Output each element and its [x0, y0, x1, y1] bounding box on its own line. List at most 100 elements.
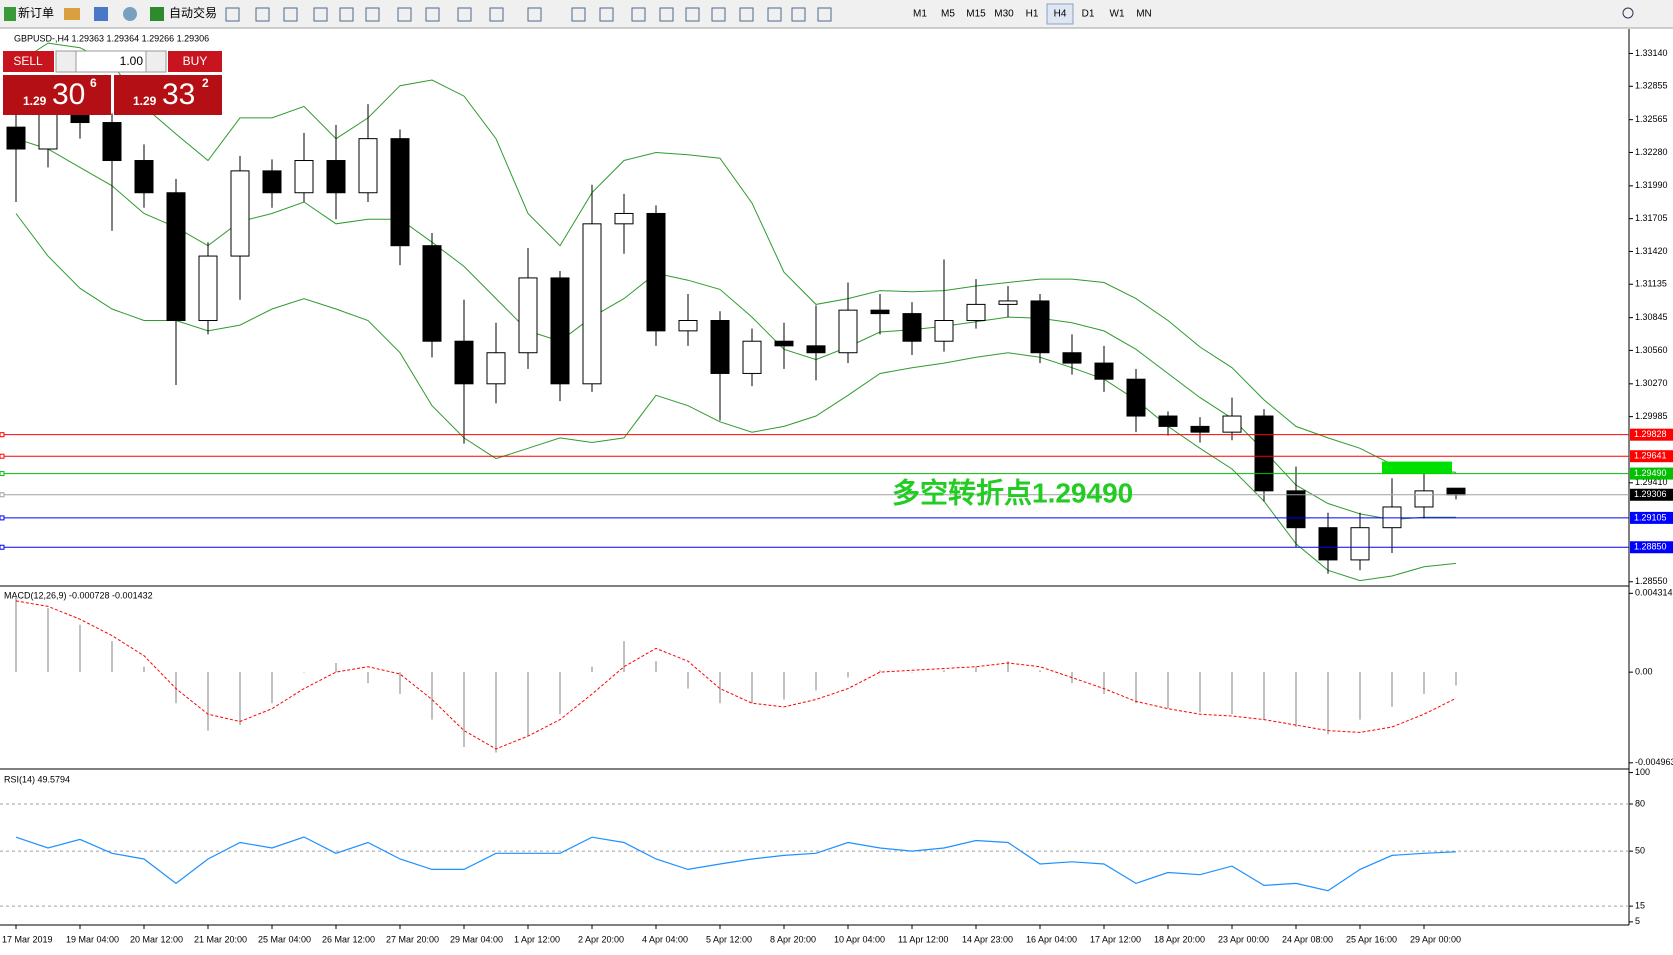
tool-icon[interactable] — [425, 7, 440, 22]
lot-value[interactable]: 1.00 — [120, 54, 144, 68]
tool-icon[interactable] — [685, 7, 700, 22]
sell-button[interactable] — [3, 51, 54, 72]
period-button[interactable]: M15 — [966, 9, 986, 20]
level-label: 1.29105 — [1634, 512, 1667, 522]
new-order-button[interactable]: 新订单 — [18, 5, 54, 20]
tool-icon[interactable] — [489, 7, 504, 22]
candle-body — [1254, 415, 1274, 492]
x-tick-label: 19 Mar 04:00 — [66, 934, 119, 944]
macd-bar — [1199, 672, 1201, 713]
lot-up[interactable] — [145, 50, 167, 73]
x-tick-label: 26 Mar 12:00 — [322, 934, 375, 944]
tool-icon[interactable] — [571, 7, 586, 22]
period-button[interactable]: M1 — [913, 9, 927, 20]
x-tick-label: 29 Mar 04:00 — [450, 934, 503, 944]
macd-bar — [175, 672, 177, 704]
candle-body — [1318, 527, 1338, 561]
period-button[interactable]: D1 — [1082, 9, 1095, 20]
new-order-icon[interactable] — [4, 7, 16, 21]
sell-label[interactable]: SELL — [13, 54, 43, 68]
level-handle[interactable] — [0, 432, 5, 438]
x-tick-label: 17 Mar 2019 — [2, 934, 53, 944]
annotation: 多空转折点1.29490 — [892, 476, 1133, 508]
period-button[interactable]: W1 — [1110, 9, 1125, 20]
x-tick-label: 1 Apr 12:00 — [514, 934, 560, 944]
macd-bar — [79, 624, 81, 673]
macd-bar — [1423, 672, 1425, 695]
period-button[interactable]: M30 — [994, 9, 1014, 20]
period-button[interactable]: MN — [1136, 9, 1152, 20]
bid-fraction: 6 — [90, 76, 97, 90]
level-handle[interactable] — [0, 471, 5, 477]
candle-body — [1190, 425, 1210, 433]
macd-bar — [847, 672, 849, 678]
tool-icon[interactable] — [397, 7, 412, 22]
macd-bar — [911, 672, 913, 673]
level-handle[interactable] — [0, 453, 5, 459]
level-label: 1.29828 — [1634, 429, 1667, 439]
x-tick-label: 5 Apr 12:00 — [706, 934, 752, 944]
macd-bar — [559, 672, 561, 715]
autotrade-button[interactable]: 自动交易 — [169, 5, 217, 20]
buy-button[interactable] — [168, 51, 222, 72]
candle-body — [710, 320, 730, 374]
period-button[interactable]: M5 — [941, 9, 955, 20]
tool-icon[interactable] — [631, 7, 646, 22]
macd-bar — [879, 670, 881, 673]
search-icon[interactable] — [1622, 7, 1634, 19]
period-active — [1046, 3, 1074, 25]
tool-icon[interactable] — [711, 7, 726, 22]
period-button[interactable]: H4 — [1054, 9, 1067, 20]
tool-icon[interactable] — [527, 7, 542, 22]
icon[interactable] — [64, 8, 80, 20]
level-handle[interactable] — [0, 515, 5, 521]
tool-icon[interactable] — [599, 7, 614, 22]
level-handle[interactable] — [0, 492, 5, 498]
macd-bar — [751, 672, 753, 704]
period-button[interactable]: H1 — [1026, 9, 1039, 20]
tool-icon[interactable] — [339, 7, 354, 22]
tool-icon[interactable] — [659, 7, 674, 22]
level-label: 1.29490 — [1634, 468, 1667, 478]
lot-down[interactable] — [55, 50, 77, 73]
tool-icon[interactable] — [817, 7, 832, 22]
tool-icon[interactable] — [739, 7, 754, 22]
macd-bar — [495, 672, 497, 753]
tool-icon[interactable] — [767, 7, 782, 22]
icon[interactable] — [94, 7, 108, 21]
candle-body — [678, 320, 698, 332]
ask-box[interactable] — [114, 75, 222, 115]
x-tick-label: 18 Apr 20:00 — [1154, 934, 1205, 944]
tool-icon[interactable] — [313, 7, 328, 22]
candle-body — [742, 340, 762, 374]
level-handle[interactable] — [0, 544, 5, 550]
icon[interactable] — [123, 7, 137, 21]
tool-icon[interactable] — [457, 7, 472, 22]
bid-box[interactable] — [3, 75, 111, 115]
tool-icon[interactable] — [791, 7, 806, 22]
y-tick-label: 1.28550 — [1635, 576, 1668, 586]
x-tick-label: 25 Apr 16:00 — [1346, 934, 1397, 944]
macd-bar — [815, 672, 817, 691]
y-tick-label: 1.31990 — [1635, 180, 1668, 190]
macd-bar — [1391, 672, 1393, 707]
candle-body — [294, 160, 314, 194]
x-tick-label: 27 Mar 20:00 — [386, 934, 439, 944]
tool-icon[interactable] — [283, 7, 298, 22]
tool-icon[interactable] — [365, 7, 380, 22]
level-label-box — [1630, 450, 1673, 463]
level-label-box — [1630, 488, 1673, 501]
y-tick-label: 0.00 — [1635, 667, 1653, 677]
y-tick-label: 1.31420 — [1635, 246, 1668, 256]
autotrade-icon[interactable] — [150, 7, 164, 21]
candle-body — [1158, 415, 1178, 427]
candle-body — [518, 277, 538, 354]
y-tick-label: 1.29985 — [1635, 411, 1668, 421]
x-tick-label: 21 Mar 20:00 — [194, 934, 247, 944]
tool-icon[interactable] — [255, 7, 270, 22]
tool-icon[interactable] — [225, 7, 240, 22]
x-tick-label: 11 Apr 12:00 — [898, 934, 948, 944]
buy-label[interactable]: BUY — [183, 54, 208, 68]
y-tick-label: 1.31135 — [1635, 279, 1667, 289]
y-tick-label: 1.32855 — [1635, 81, 1668, 91]
